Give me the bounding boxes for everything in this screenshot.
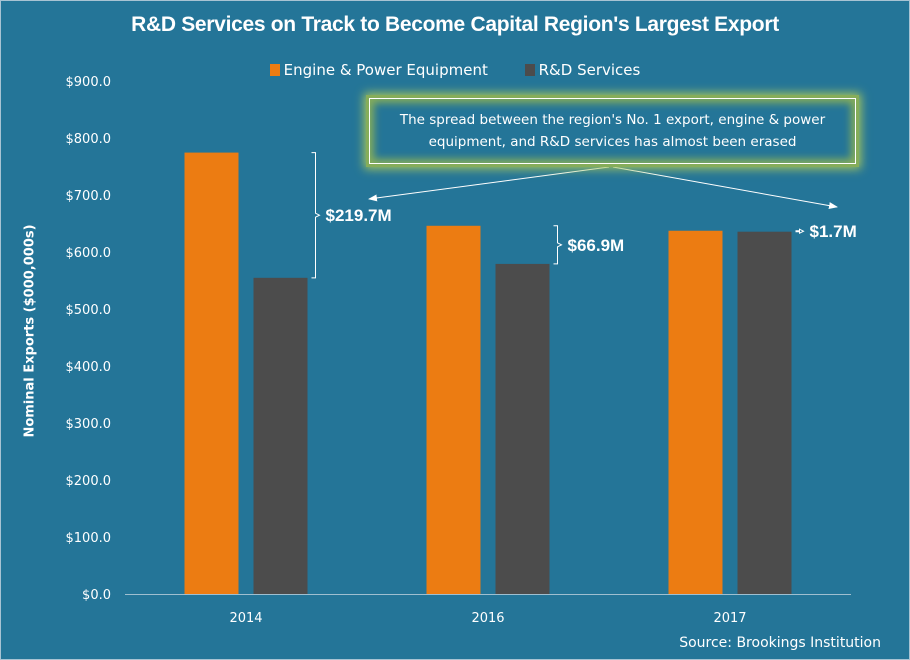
bar-engine-2014 — [184, 152, 239, 595]
legend-label-engine: Engine & Power Equipment — [283, 61, 488, 79]
annotation-text: The spread between the region's No. 1 ex… — [399, 112, 826, 150]
y-tick-label: $100.0 — [66, 531, 112, 546]
y-tick-label: $200.0 — [66, 474, 112, 489]
y-tick-label: $900.0 — [66, 75, 112, 90]
y-tick-label: $600.0 — [66, 246, 112, 261]
note-arrow-left — [368, 166, 610, 202]
bar-rd-2014 — [253, 277, 308, 594]
legend-item-engine: Engine & Power Equipment — [269, 61, 488, 79]
gap-label: $1.7M — [810, 222, 857, 241]
legend-swatch-rd — [524, 64, 535, 76]
gap-label: $219.7M — [326, 206, 392, 225]
y-tick-label: $0.0 — [82, 588, 111, 603]
source-note: Source: Brookings Institution — [679, 635, 881, 651]
legend: Engine & Power Equipment R&D Services — [1, 61, 909, 79]
gap-bracket — [553, 225, 563, 265]
y-tick-label: $300.0 — [66, 417, 112, 432]
x-tick-label: 2017 — [713, 611, 746, 626]
bar-engine-2016 — [426, 225, 481, 594]
x-tick-label: 2014 — [229, 611, 262, 626]
bar-rd-2017 — [737, 231, 792, 594]
x-tick-label: 2016 — [471, 611, 504, 626]
chart-title: R&D Services on Track to Become Capital … — [131, 13, 779, 36]
y-tick-label: $800.0 — [66, 132, 112, 147]
bar-rd-2016 — [495, 263, 550, 594]
gap-bracket — [795, 228, 805, 235]
legend-label-rd: R&D Services — [538, 61, 641, 79]
legend-swatch-engine — [269, 64, 280, 76]
legend-item-rd: R&D Services — [524, 61, 641, 79]
y-tick-label: $500.0 — [66, 303, 112, 318]
gap-label: $66.9M — [568, 236, 625, 255]
y-tick-label: $700.0 — [66, 189, 112, 204]
annotation-callout: The spread between the region's No. 1 ex… — [369, 98, 856, 164]
bar-engine-2017 — [668, 230, 723, 594]
y-tick-label: $400.0 — [66, 360, 112, 375]
gap-bracket — [311, 152, 321, 279]
note-arrow-right — [612, 166, 838, 210]
